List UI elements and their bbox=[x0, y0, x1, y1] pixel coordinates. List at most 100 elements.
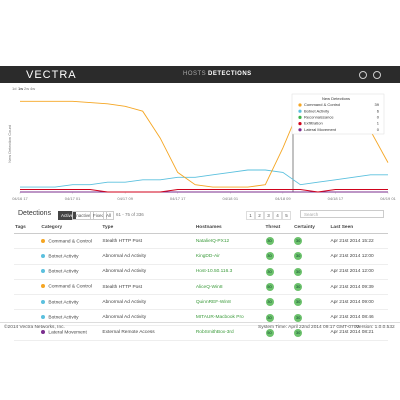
page-button[interactable]: 2 bbox=[255, 211, 264, 220]
certainty-score: 30 bbox=[294, 267, 303, 276]
last-seen: Apr 21st 2014 08:46 bbox=[329, 309, 388, 326]
legend-label: Exfiltration bbox=[304, 121, 323, 126]
host-cell: KingDD-Air bbox=[194, 248, 265, 265]
category: Lateral Movement bbox=[48, 330, 87, 336]
detections-panel: Detections Active Inactive Fixed All 61 - 75 … bbox=[14, 208, 388, 342]
column-header: Hostnames bbox=[194, 222, 265, 234]
threat-score: 30 bbox=[265, 298, 274, 307]
category: Botnet Activity bbox=[48, 254, 79, 260]
type-cell: Abnormal Ad Activity bbox=[101, 264, 195, 280]
host-cell: Host-10.50.116.3 bbox=[194, 264, 265, 280]
filter-button[interactable]: Active bbox=[58, 211, 77, 220]
x-tick-label: 04/18 01 bbox=[222, 196, 238, 201]
threat-score: 30 bbox=[265, 267, 274, 276]
x-tick-label: 04/18 09 bbox=[275, 196, 291, 201]
x-tick-label: 04/17 17 bbox=[170, 196, 186, 201]
category-dot bbox=[41, 238, 46, 243]
threat-cell: 30 bbox=[264, 309, 294, 326]
system-time: System Time: April 22nd 2014 09:17 GMT-0… bbox=[258, 325, 360, 330]
category-cell: Botnet Activity bbox=[40, 264, 102, 280]
settings-icon[interactable] bbox=[373, 71, 381, 79]
last-seen: Apr 21st 2014 12:00 bbox=[329, 264, 388, 280]
threat-cell: 30 bbox=[264, 233, 294, 250]
page-button[interactable]: 1 bbox=[246, 211, 255, 220]
globe-icon[interactable] bbox=[359, 71, 367, 79]
search-box[interactable]: Search bbox=[300, 210, 384, 218]
range-button[interactable]: 2w bbox=[24, 86, 29, 91]
type-cell: Abnormal Ad Activity bbox=[101, 248, 195, 265]
certainty-score: 30 bbox=[294, 298, 303, 307]
certainty-score: 30 bbox=[294, 313, 303, 322]
type-cell: Stealth HTTP Post bbox=[101, 279, 195, 296]
hostname[interactable]: MITAUR-Macbook Pro bbox=[195, 315, 244, 321]
legend-swatch bbox=[298, 128, 302, 132]
category-cell: Botnet Activity bbox=[40, 309, 102, 326]
version: Version: 1.0.0.532 bbox=[356, 325, 395, 330]
type-cell: Stealth HTTP Post bbox=[101, 233, 195, 250]
category-cell: Command & Control bbox=[40, 279, 102, 296]
logo[interactable]: VECTRA bbox=[26, 69, 77, 81]
category: Botnet Activity bbox=[48, 299, 79, 305]
hostname[interactable]: RobSmithBox-3rd bbox=[195, 330, 234, 336]
hostname[interactable]: Host-10.50.116.3 bbox=[195, 269, 233, 275]
type-cell: Abnormal Ad Activity bbox=[101, 294, 195, 311]
legend-swatch bbox=[298, 122, 302, 126]
detections-table: Tags Category Type Hostnames Threat Certainty… bbox=[14, 222, 388, 342]
y-axis-label: New Detection Count bbox=[7, 124, 12, 163]
column-header: Type bbox=[101, 222, 195, 234]
x-tick-label: 04/17 09 bbox=[117, 196, 133, 201]
threat-score: 50 bbox=[265, 328, 274, 337]
range-button[interactable]: 1d bbox=[12, 86, 16, 91]
hostname[interactable]: KingDD-Air bbox=[195, 253, 220, 259]
category-dot bbox=[41, 253, 46, 258]
certainty-score: 30 bbox=[294, 283, 303, 292]
legend-swatch bbox=[298, 115, 302, 119]
legend-count: 0 bbox=[377, 114, 380, 119]
range-button[interactable]: 4w bbox=[30, 86, 35, 91]
nav-hosts[interactable]: HOSTS bbox=[183, 71, 207, 77]
legend-swatch bbox=[298, 109, 302, 113]
legend-label: Lateral Movement bbox=[304, 127, 337, 132]
page-button[interactable]: 4 bbox=[273, 211, 282, 220]
filter-button[interactable]: Fixed bbox=[90, 211, 108, 220]
page-button[interactable]: 5 bbox=[282, 211, 291, 220]
detection-row[interactable]: Botnet Activity Abnormal Ad Activity MITAU… bbox=[14, 309, 388, 326]
nav-detections[interactable]: DETECTIONS bbox=[208, 71, 252, 77]
hostname[interactable]: QuinnREF-Win8 bbox=[195, 299, 231, 305]
legend-label: Command & Control bbox=[304, 102, 340, 107]
detection-row[interactable]: Lateral Movement External Remote Access Ro… bbox=[14, 325, 388, 342]
hostname[interactable]: AliceQ-Win8 bbox=[195, 284, 223, 290]
legend-label: Botnet Activity bbox=[304, 108, 329, 113]
detections-header: Detections Active Inactive Fixed All 61 - 75 … bbox=[14, 208, 388, 222]
result-range: 61 - 75 of 336 bbox=[116, 212, 144, 217]
host-cell: RobSmithBox-3rd bbox=[194, 325, 265, 342]
detection-row[interactable]: Botnet Activity Abnormal Ad Activity KingD… bbox=[14, 248, 388, 265]
category-dot bbox=[41, 315, 46, 319]
legend-title: New Detections bbox=[322, 96, 350, 101]
filter-button[interactable]: Inactive bbox=[72, 211, 94, 220]
detection-row[interactable]: Botnet Activity Abnormal Ad Activity Host-… bbox=[14, 264, 388, 280]
certainty-cell: 30 bbox=[293, 325, 330, 342]
legend-label: Reconnaissance bbox=[304, 114, 334, 119]
page-button[interactable]: 3 bbox=[264, 211, 273, 220]
threat-cell: 30 bbox=[264, 294, 294, 311]
last-seen: Apr 21st 2014 08:21 bbox=[329, 325, 388, 342]
hostname[interactable]: NatalieIQ-PX12 bbox=[195, 238, 230, 244]
threat-cell: 30 bbox=[264, 248, 294, 265]
certainty-score: 30 bbox=[294, 237, 303, 246]
category-dot bbox=[41, 284, 46, 289]
detection-row[interactable]: Botnet Activity Abnormal Ad Activity Quinn… bbox=[14, 294, 388, 311]
column-header: Certainty bbox=[293, 222, 330, 234]
filter-button[interactable]: All bbox=[103, 211, 115, 220]
column-header: Category bbox=[40, 222, 102, 234]
range-button[interactable]: 1w bbox=[18, 86, 23, 91]
tag-cell bbox=[14, 279, 41, 296]
legend-count: 0 bbox=[377, 127, 380, 132]
threat-cell: 50 bbox=[264, 279, 294, 296]
detection-row[interactable]: Command & Control Stealth HTTP Post AliceQ… bbox=[14, 279, 388, 296]
header-row: Tags Category Type Hostnames Threat Certainty… bbox=[14, 222, 388, 234]
detection-row[interactable]: Command & Control Stealth HTTP Post Natali… bbox=[14, 233, 388, 250]
certainty-cell: 30 bbox=[293, 279, 330, 296]
host-cell: NatalieIQ-PX12 bbox=[194, 233, 265, 250]
